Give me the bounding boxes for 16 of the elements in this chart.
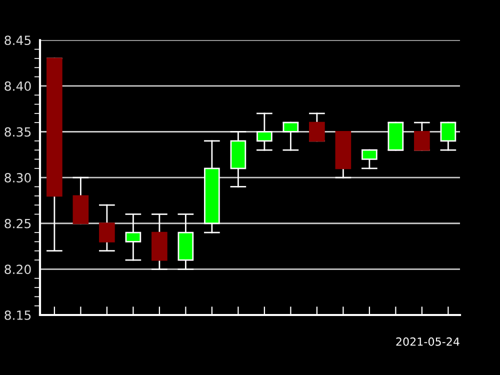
y-tick-label: 8.25	[4, 218, 31, 228]
y-tick-label: 8.45	[4, 36, 31, 46]
candlestick	[256, 112, 272, 151]
candlestick	[414, 122, 430, 151]
candlestick	[309, 112, 325, 142]
y-tick-label: 8.20	[4, 264, 31, 274]
y-tick-label: 8.30	[4, 173, 31, 182]
candlestick	[440, 122, 456, 151]
y-tick-label: 8.15	[4, 310, 31, 320]
candlestick	[125, 214, 142, 261]
y-tick-label: 8.35	[4, 127, 31, 137]
x-axis-title: 2021-05-24	[396, 337, 460, 346]
y-tick-label: 8.40	[4, 81, 31, 91]
candlestick	[282, 122, 299, 151]
candlestick	[362, 149, 378, 170]
candlestick	[99, 204, 115, 252]
